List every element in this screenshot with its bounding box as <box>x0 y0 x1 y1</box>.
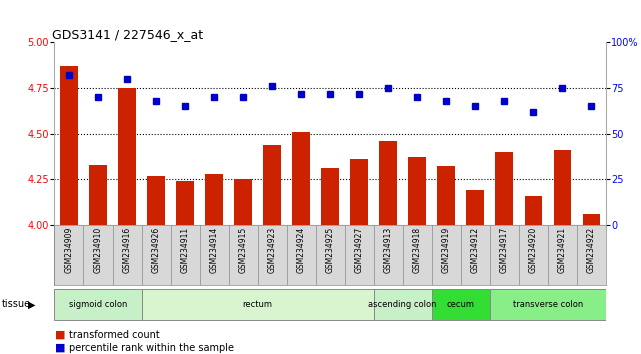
Bar <box>495 152 513 225</box>
Bar <box>408 157 426 225</box>
Text: GSM234922: GSM234922 <box>587 227 595 273</box>
Bar <box>583 214 600 225</box>
FancyBboxPatch shape <box>490 289 606 320</box>
Text: GSM234920: GSM234920 <box>529 227 538 273</box>
Text: GSM234911: GSM234911 <box>181 227 190 273</box>
Text: GSM234925: GSM234925 <box>326 227 335 273</box>
FancyBboxPatch shape <box>374 289 431 320</box>
Text: GSM234917: GSM234917 <box>500 227 509 273</box>
Text: tissue: tissue <box>1 299 30 309</box>
Bar <box>467 190 484 225</box>
Bar <box>60 66 78 225</box>
Text: GSM234919: GSM234919 <box>442 227 451 273</box>
Bar <box>351 159 368 225</box>
Text: transformed count: transformed count <box>69 330 160 339</box>
Text: GSM234923: GSM234923 <box>267 227 276 273</box>
Bar <box>321 168 339 225</box>
Text: rectum: rectum <box>242 300 272 309</box>
Bar <box>524 196 542 225</box>
Text: ▶: ▶ <box>28 299 36 309</box>
Text: GSM234912: GSM234912 <box>470 227 479 273</box>
Text: ■: ■ <box>54 330 65 339</box>
Text: GSM234921: GSM234921 <box>558 227 567 273</box>
Text: GSM234927: GSM234927 <box>354 227 363 273</box>
Bar <box>235 179 252 225</box>
FancyBboxPatch shape <box>54 289 142 320</box>
FancyBboxPatch shape <box>431 289 490 320</box>
Text: sigmoid colon: sigmoid colon <box>69 300 127 309</box>
Bar <box>89 165 106 225</box>
Text: cecum: cecum <box>447 300 475 309</box>
Bar <box>147 176 165 225</box>
Text: GSM234913: GSM234913 <box>384 227 393 273</box>
FancyBboxPatch shape <box>142 289 374 320</box>
Text: GSM234916: GSM234916 <box>122 227 131 273</box>
Text: GSM234926: GSM234926 <box>151 227 160 273</box>
Text: GSM234918: GSM234918 <box>413 227 422 273</box>
Bar <box>263 144 281 225</box>
Text: ascending colon: ascending colon <box>369 300 437 309</box>
Text: GSM234914: GSM234914 <box>210 227 219 273</box>
Text: percentile rank within the sample: percentile rank within the sample <box>69 343 233 353</box>
Bar <box>554 150 571 225</box>
Bar <box>119 88 136 225</box>
Text: GSM234915: GSM234915 <box>238 227 247 273</box>
Bar <box>379 141 397 225</box>
Text: ■: ■ <box>54 343 65 353</box>
Text: GSM234924: GSM234924 <box>297 227 306 273</box>
Text: GDS3141 / 227546_x_at: GDS3141 / 227546_x_at <box>52 28 203 41</box>
Bar <box>437 166 455 225</box>
Text: GSM234909: GSM234909 <box>65 227 74 273</box>
Bar <box>176 181 194 225</box>
Text: transverse colon: transverse colon <box>513 300 583 309</box>
Bar <box>292 132 310 225</box>
Bar <box>205 174 223 225</box>
Text: GSM234910: GSM234910 <box>94 227 103 273</box>
